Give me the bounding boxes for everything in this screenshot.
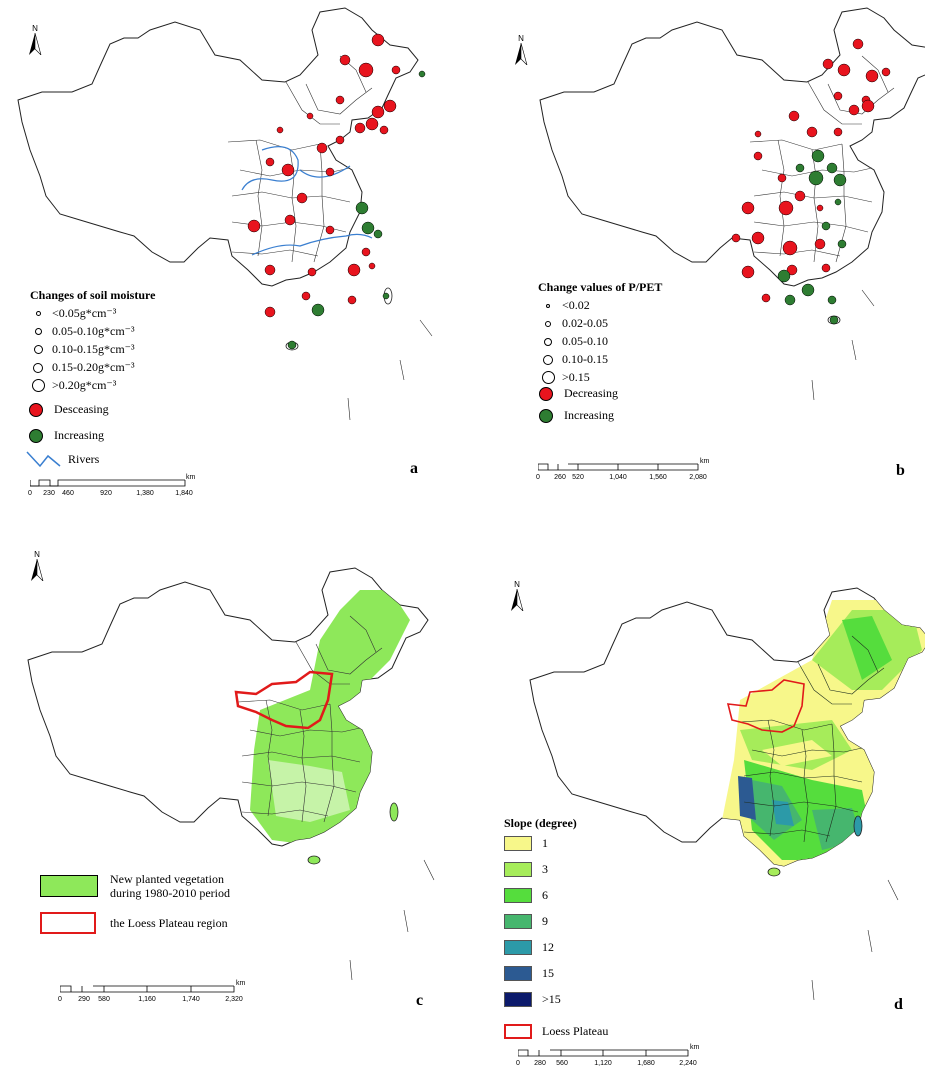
legend-size-4: 0.10-0.15 [538, 352, 608, 367]
river-line-icon [26, 451, 61, 468]
map-a [17, 7, 433, 421]
map-d [529, 587, 925, 1001]
north-arrow-icon [511, 589, 524, 611]
slope-swatch [504, 836, 532, 851]
legend-rivers: Rivers [26, 450, 99, 468]
north-arrow: N [28, 24, 42, 55]
legend-title: Change values of P/PET [538, 280, 663, 294]
panel-letter: c [416, 992, 424, 1009]
slope-class-label: >15 [542, 992, 561, 1006]
river-yangtze [251, 233, 373, 256]
legend-decreasing: Desceasing [26, 402, 109, 417]
slope-swatch [504, 888, 532, 903]
scale-bar: 0 290 580 1,160 1,740 2,320 km [58, 980, 246, 1003]
legend-increasing: Increasing [26, 428, 104, 443]
legend-title: Slope (degree) [504, 816, 577, 830]
decreasing-points [731, 38, 891, 303]
map-b [539, 7, 925, 401]
north-arrow-icon [31, 559, 44, 581]
legend-loess: Loess Plateau [504, 1024, 608, 1039]
scale-bar: 0 260 520 1,040 1,560 2,080 km [536, 458, 710, 481]
slope-class-label: 12 [542, 940, 554, 954]
legend-slope-class: 1 [504, 836, 548, 851]
slope-swatch [504, 862, 532, 877]
panel-c-vegetation: N New planted vegetation during 1980-2010… [0, 540, 462, 1081]
panel-letter: b [896, 462, 905, 479]
slope-class-label: 15 [542, 966, 554, 980]
vegetation-swatch [40, 875, 98, 897]
north-arrow: N [30, 550, 44, 581]
legend-size-3: 0.10-0.15g*cm⁻³ [28, 342, 135, 357]
slope-swatch [504, 940, 532, 955]
legend-size-1: <0.05g*cm⁻³ [28, 306, 116, 321]
loess-swatch [40, 912, 96, 934]
decreasing-points [247, 33, 401, 318]
north-arrow: N [514, 34, 528, 65]
slope-class-label: 3 [542, 862, 548, 876]
slope-class-label: 6 [542, 888, 548, 902]
slope-class-label: 9 [542, 914, 548, 928]
legend-size-2: 0.02-0.05 [538, 316, 608, 331]
legend-slope-class: 15 [504, 966, 554, 981]
slope-class-label: 1 [542, 836, 548, 850]
vegetation-area [250, 590, 410, 845]
legend-size-3: 0.05-0.10 [538, 334, 608, 349]
map-c [27, 567, 435, 981]
legend-decreasing: Decreasing [536, 386, 618, 401]
panel-letter: d [894, 996, 903, 1013]
loess-plateau-outline [726, 679, 805, 733]
legend-slope-class: >15 [504, 992, 561, 1007]
river-yellow [241, 146, 351, 191]
legend-size-5: >0.15 [538, 370, 590, 385]
legend-slope-class: 3 [504, 862, 548, 877]
scale-bar: 0 230 460 920 1,380 1,840 km [28, 474, 196, 497]
slope-swatch [504, 992, 532, 1007]
legend-slope-class: 9 [504, 914, 548, 929]
legend-slope-class: 6 [504, 888, 548, 903]
legend-loess: the Loess Plateau region [40, 912, 228, 934]
legend-increasing: Increasing [536, 408, 614, 423]
legend-slope-class: 12 [504, 940, 554, 955]
increasing-points [777, 149, 847, 325]
legend-size-2: 0.05-0.10g*cm⁻³ [28, 324, 135, 339]
legend-size-5: >0.20g*cm⁻³ [28, 378, 116, 393]
north-arrow: N [510, 580, 524, 611]
legend-vegetation: New planted vegetation during 1980-2010 p… [40, 872, 230, 900]
panel-a-soil-moisture: N Changes of soil moisture <0.05g*cm⁻³ 0… [0, 0, 462, 500]
panel-letter: a [410, 460, 418, 477]
slope-swatch [504, 914, 532, 929]
legend-title: Changes of soil moisture [30, 288, 156, 302]
loess-plateau-outline [234, 670, 334, 730]
scale-bar: 0 280 560 1,120 1,680 2,240 km [516, 1044, 700, 1067]
loess-swatch [504, 1024, 532, 1039]
panel-b-p-pet: N Change values of P/PET <0.02 0.02-0.05… [462, 0, 925, 500]
increasing-points [287, 70, 426, 350]
legend-size-4: 0.15-0.20g*cm⁻³ [28, 360, 135, 375]
panel-d-slope: N Slope (degree) 1 3 6 9 12 15 >15 Loess Plate… [462, 540, 925, 1081]
slope-swatch [504, 966, 532, 981]
north-arrow-icon [29, 33, 42, 55]
legend-size-1: <0.02 [538, 298, 590, 313]
north-arrow-icon [515, 43, 528, 65]
